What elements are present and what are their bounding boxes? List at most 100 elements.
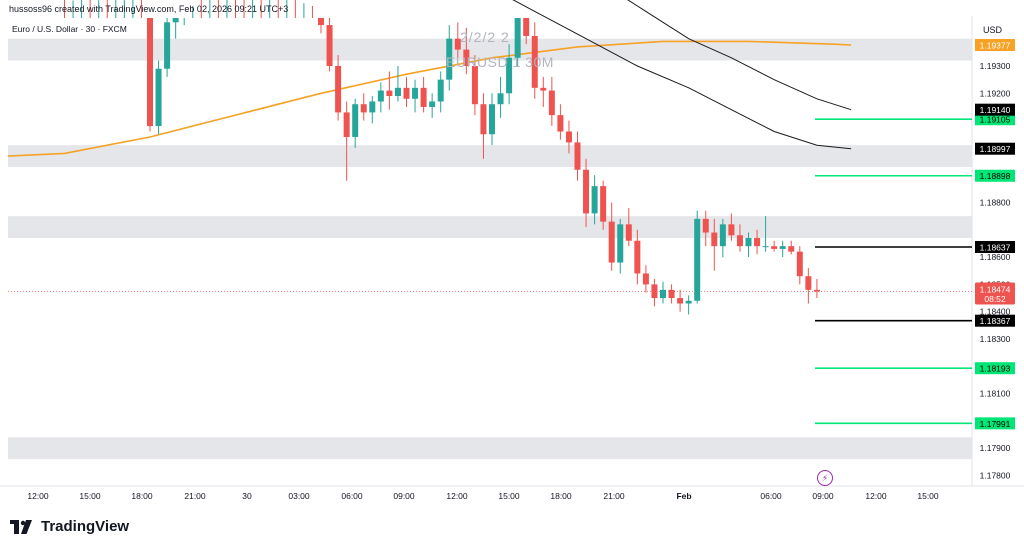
candle-body — [523, 18, 530, 36]
candle — [548, 76, 555, 127]
candle — [762, 216, 769, 252]
candle — [685, 295, 692, 315]
moving-averages — [7, 0, 852, 157]
candle — [446, 25, 453, 91]
candle — [634, 229, 641, 285]
candle — [463, 27, 470, 75]
candle-body — [754, 237, 761, 247]
candle-body — [805, 276, 812, 290]
time-tick-label: 15:00 — [79, 491, 101, 501]
candle-body — [369, 101, 376, 113]
candle-body — [565, 131, 572, 143]
level-label: 1.18898 — [980, 171, 1011, 181]
candle-body — [591, 186, 598, 214]
candle-body — [446, 38, 453, 80]
candle — [531, 22, 538, 99]
candle — [147, 18, 153, 132]
candle-body — [677, 298, 684, 304]
candle — [420, 76, 427, 113]
chart-grid — [0, 16, 1024, 487]
currency-label[interactable]: USD — [983, 25, 1003, 35]
current-price-label: 1.18474 — [980, 284, 1011, 294]
candle — [608, 202, 615, 271]
time-tick-label: 15:00 — [917, 491, 939, 501]
time-tick-label: 21:00 — [603, 491, 625, 501]
candle — [805, 268, 812, 304]
candle-body — [463, 49, 470, 66]
candle-body — [155, 68, 162, 127]
candle-body — [771, 246, 778, 249]
candle-body — [394, 87, 401, 97]
price-tick-label: 1.18600 — [980, 252, 1011, 262]
candle-body — [702, 218, 709, 233]
time-tick-label: 12:00 — [27, 491, 49, 501]
symbol-title[interactable]: Euro / U.S. Dollar · 30 · FXCM — [12, 24, 127, 34]
candle — [480, 93, 487, 159]
candle-body — [548, 90, 555, 116]
candlestick-series — [64, 0, 820, 315]
candle-body — [318, 18, 324, 26]
candle-body — [386, 90, 393, 97]
candle — [796, 246, 803, 285]
candle — [711, 218, 718, 271]
candle-body — [711, 232, 718, 247]
tradingview-logo-icon — [10, 519, 32, 534]
candle — [318, 18, 324, 34]
candle-body — [471, 66, 478, 105]
time-tick-label: 12:00 — [446, 491, 468, 501]
candle-body — [531, 35, 538, 88]
lightning-bolt-icon[interactable]: ⚡ — [817, 470, 833, 486]
candle — [360, 93, 367, 121]
candle — [429, 93, 436, 118]
time-tick-label: 30 — [242, 491, 252, 501]
candle-body — [796, 251, 803, 277]
time-tick-label: 09:00 — [812, 491, 834, 501]
candle-body — [377, 90, 384, 102]
candle — [617, 218, 624, 274]
candle-body — [335, 66, 342, 113]
candle — [719, 218, 726, 258]
candle-body — [642, 273, 649, 285]
candle — [172, 18, 179, 39]
level-label-bg — [975, 113, 1015, 126]
candle-body — [164, 22, 171, 69]
tradingview-logo-text: TradingView — [41, 518, 130, 535]
price-label: 1.18997 — [980, 144, 1011, 154]
price-label-bg — [975, 38, 1015, 51]
candle-body — [172, 18, 179, 23]
candle — [651, 278, 658, 307]
price-axis: 1.193001.192001.188001.186001.185001.184… — [975, 38, 1015, 481]
candle-body — [762, 246, 769, 248]
price-tick-label: 1.18800 — [980, 198, 1011, 208]
candle-body — [668, 289, 675, 299]
candle-body — [617, 224, 624, 263]
candle — [557, 104, 564, 140]
candle — [471, 55, 478, 116]
candle-body — [625, 224, 632, 241]
price-label: 1.19140 — [980, 105, 1011, 115]
chart-credit: hussoss96 created with TradingView.com, … — [9, 4, 289, 14]
candle — [668, 284, 675, 304]
candle-body — [634, 240, 641, 274]
candle — [583, 158, 590, 228]
ma-fast-line — [627, 0, 852, 111]
candle — [771, 240, 778, 252]
candle — [728, 213, 735, 241]
candle — [164, 18, 171, 77]
level-label: 1.19105 — [980, 115, 1011, 125]
candle — [352, 98, 359, 148]
tradingview-logo[interactable]: TradingView — [10, 518, 129, 535]
candle — [412, 79, 419, 113]
candle-body — [788, 246, 795, 252]
candle-body — [480, 104, 487, 135]
price-tick-label: 1.19300 — [980, 61, 1011, 71]
candle — [335, 55, 342, 121]
candle — [736, 224, 743, 252]
level-label: 1.18367 — [980, 316, 1011, 326]
level-label: 1.18193 — [980, 364, 1011, 374]
candle — [386, 71, 393, 110]
candle-body — [343, 112, 350, 137]
candle — [377, 82, 384, 113]
level-label-bg — [975, 169, 1015, 182]
